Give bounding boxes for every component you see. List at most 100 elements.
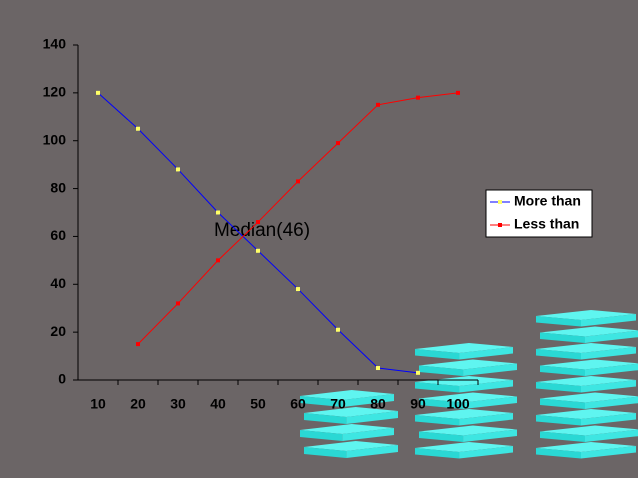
x-tick-label: 60 (290, 396, 306, 412)
block-top (540, 392, 638, 403)
block-top (415, 343, 513, 353)
y-tick-label: 80 (50, 179, 66, 195)
block-side (585, 396, 638, 409)
y-tick-label: 20 (50, 323, 66, 339)
block-side (463, 396, 517, 409)
point (376, 102, 380, 107)
y-tick-label: 40 (50, 275, 66, 291)
block-side (463, 429, 517, 442)
point (216, 210, 220, 215)
x-tick-label: 50 (250, 396, 266, 412)
legend-marker (498, 200, 502, 204)
y-tick-label: 120 (43, 84, 67, 100)
point (256, 248, 260, 253)
block-top (419, 392, 517, 403)
x-tick-label: 20 (130, 396, 146, 412)
block-front (536, 316, 581, 327)
block-top (536, 409, 636, 419)
block-side (581, 314, 636, 327)
block-front (540, 398, 585, 409)
block-front (419, 431, 464, 442)
legend-label: Less than (514, 216, 579, 232)
block-side (463, 363, 517, 376)
block-top (415, 376, 513, 386)
annotation: Median(46) (214, 220, 310, 241)
block-side (581, 413, 636, 426)
block-top (536, 442, 636, 452)
block-side (581, 347, 636, 360)
block-front (419, 398, 464, 409)
block-top (536, 343, 636, 353)
decoration (300, 310, 638, 459)
block-side (585, 429, 638, 442)
block-front (300, 430, 343, 441)
x-tick-label: 100 (446, 396, 470, 412)
point (416, 95, 420, 100)
block-front (415, 415, 460, 426)
block-front (415, 448, 460, 459)
block-side (346, 445, 398, 458)
block-front (300, 396, 343, 407)
y-tick-label: 0 (58, 371, 66, 387)
x-tick-label: 40 (210, 396, 226, 412)
point (296, 179, 300, 184)
point (336, 327, 340, 332)
x-tick-label: 70 (330, 396, 346, 412)
block-top (304, 441, 398, 451)
point (256, 220, 260, 225)
block-side (459, 413, 513, 426)
block-front (419, 365, 464, 376)
point (336, 141, 340, 146)
block-top (419, 359, 517, 370)
block-side (342, 394, 394, 407)
block-front (540, 431, 585, 442)
point (136, 342, 140, 347)
block-top (304, 407, 398, 417)
point (456, 90, 460, 95)
block-front (415, 349, 460, 360)
block-side (585, 330, 638, 343)
block-top (540, 425, 638, 436)
block-front (536, 415, 581, 426)
block-front (540, 332, 585, 343)
point (176, 301, 180, 306)
block-top (415, 409, 513, 419)
point (176, 167, 180, 172)
block-top (536, 310, 636, 320)
block-front (536, 448, 581, 459)
point (136, 126, 140, 131)
block-top (300, 390, 394, 400)
block-top (540, 359, 638, 370)
block-top (419, 425, 517, 436)
block-front (415, 382, 460, 393)
block-side (459, 380, 513, 393)
block-side (346, 411, 398, 424)
block-side (342, 428, 394, 441)
block-front (304, 447, 347, 458)
x-tick-label: 90 (410, 396, 426, 412)
point (296, 287, 300, 292)
legend (485, 189, 593, 238)
block-top (536, 376, 636, 386)
block-front (304, 413, 347, 424)
block-front (536, 382, 581, 393)
legend-marker (498, 223, 502, 227)
point (96, 90, 100, 95)
point (416, 370, 420, 375)
block-side (459, 446, 513, 459)
x-tick-label: 80 (370, 396, 386, 412)
x-tick-label: 10 (90, 396, 106, 412)
block-side (581, 446, 636, 459)
point (216, 258, 220, 263)
block-top (415, 442, 513, 452)
block-front (536, 349, 581, 360)
block-side (459, 347, 513, 360)
point (376, 366, 380, 371)
legend-label: More than (514, 193, 581, 209)
block-side (581, 380, 636, 393)
x-tick-label: 30 (170, 396, 186, 412)
block-side (585, 363, 638, 376)
y-tick-label: 60 (50, 227, 66, 243)
